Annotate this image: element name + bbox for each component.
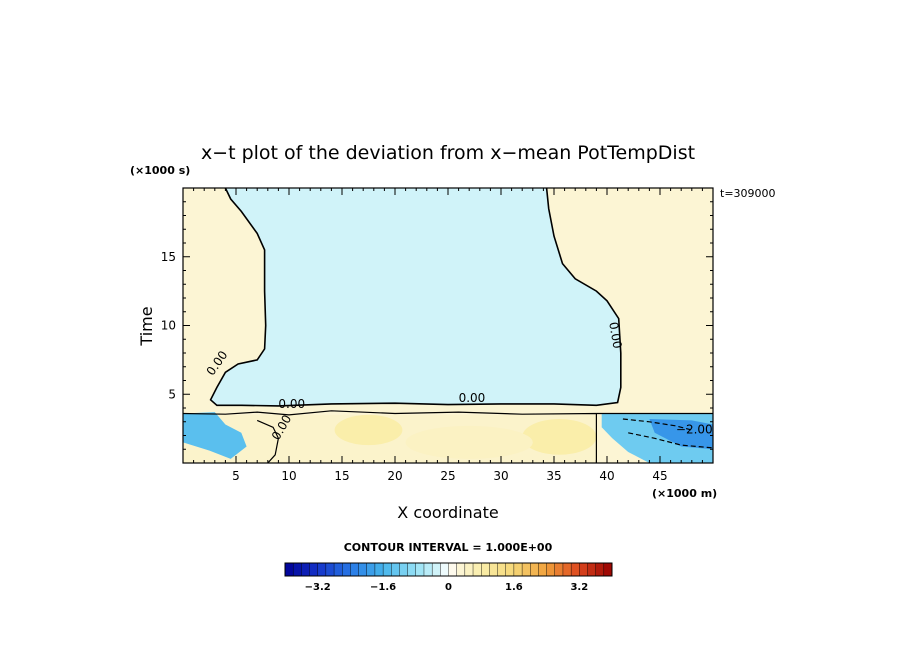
colorbar-cell (505, 562, 515, 577)
colorbar-cell (382, 562, 392, 577)
x-tick-label: 35 (546, 469, 561, 483)
contour-label: −2.00 (676, 422, 713, 436)
colorbar-tick-label: 3.2 (570, 582, 588, 593)
colorbar-cell (456, 562, 466, 577)
colorbar-cell (374, 562, 384, 577)
colorbar-cell (350, 562, 359, 577)
colorbar-cell (342, 562, 351, 577)
colorbar-cell (521, 562, 531, 577)
cold-anomaly-left (183, 412, 247, 459)
colorbar-cell (333, 562, 343, 577)
y-axis-label: Time (137, 306, 156, 346)
colorbar-cell (570, 562, 580, 577)
colorbar-tick-label: 1.6 (505, 582, 523, 593)
x-tick-label: 30 (493, 469, 508, 483)
warm-anomaly-blob (405, 425, 533, 459)
x-tick-label: 45 (652, 469, 667, 483)
colorbar-labels: −3.2 −1.6 0 1.6 3.2 (305, 582, 589, 593)
colorbar-cell (603, 562, 613, 577)
colorbar-cell (595, 562, 605, 577)
x-axis-label: X coordinate (397, 503, 498, 522)
contour-negative-dashed (628, 432, 713, 449)
colorbar-cell (431, 562, 441, 577)
colorbar-cell (513, 562, 523, 577)
colorbar-cell (562, 562, 572, 577)
contour-label: 0.00 (606, 321, 624, 350)
y-axis: 5 10 15 (161, 201, 713, 450)
colorbar-cell (366, 562, 376, 577)
y-tick-label: 10 (161, 319, 176, 333)
contour-label: 0.00 (459, 391, 486, 405)
colorbar-cell (415, 562, 425, 577)
chart-title: x−t plot of the deviation from x−mean Po… (201, 142, 695, 164)
region-negative-upper (210, 188, 621, 406)
x-tick-label: 25 (440, 469, 455, 483)
colorbar-cell (391, 562, 400, 577)
colorbar-cell (554, 562, 564, 577)
y-unit-label: (×1000 s) (130, 164, 190, 177)
x-tick-label: 20 (387, 469, 402, 483)
colorbar-cell (497, 562, 507, 577)
x-unit-label: (×1000 m) (652, 487, 717, 500)
time-stamp: t=309000 (720, 187, 776, 200)
x-tick-label: 15 (334, 469, 349, 483)
x-tick-label: 10 (281, 469, 296, 483)
x-tick-label: 5 (232, 469, 240, 483)
colorbar-cell (489, 562, 498, 577)
colorbar-cell (325, 562, 335, 577)
colorbar-cell (464, 562, 474, 577)
colorbar-cell (407, 562, 417, 577)
colorbar-cell (301, 562, 310, 577)
colorbar-cell (579, 562, 588, 577)
colorbar-cell (440, 562, 449, 577)
contour-negative-dashed (622, 418, 692, 431)
colorbar-cell (423, 562, 433, 577)
cold-pool-right-core (649, 419, 713, 450)
colorbar-cell (530, 562, 539, 577)
colorbar-cell (399, 562, 409, 577)
colorbar-cell (546, 562, 556, 577)
colorbar-cell (309, 562, 319, 577)
colorbar-tick-label: −3.2 (305, 582, 331, 593)
colorbar-tick-label: 0 (445, 582, 452, 593)
colorbar (284, 562, 613, 577)
colorbar-cell (587, 562, 597, 577)
x-tick-label: 40 (599, 469, 614, 483)
contour-zero (209, 188, 622, 407)
colorbar-cell (358, 562, 368, 577)
colorbar-cell (317, 562, 327, 577)
colorbar-cell (284, 562, 294, 577)
warm-anomaly-blob (522, 418, 597, 455)
colorbar-cell (472, 562, 482, 577)
colorbar-cell (292, 562, 302, 577)
colorbar-tick-label: −1.6 (370, 582, 396, 593)
y-tick-label: 5 (168, 387, 176, 401)
colorbar-cell (481, 562, 490, 577)
x-axis: 5 10 15 20 25 30 35 40 45 (193, 188, 703, 483)
contour-label: 0.00 (278, 397, 305, 411)
plot-area (183, 188, 713, 463)
colorbar-cell (538, 562, 547, 577)
warm-anomaly-blob (334, 414, 403, 446)
contour-lower (183, 410, 713, 463)
colorbar-cell (448, 562, 458, 577)
contour-interval-text: CONTOUR INTERVAL = 1.000E+00 (344, 541, 553, 554)
y-tick-label: 15 (161, 250, 176, 264)
colorbar-frame (284, 562, 613, 577)
